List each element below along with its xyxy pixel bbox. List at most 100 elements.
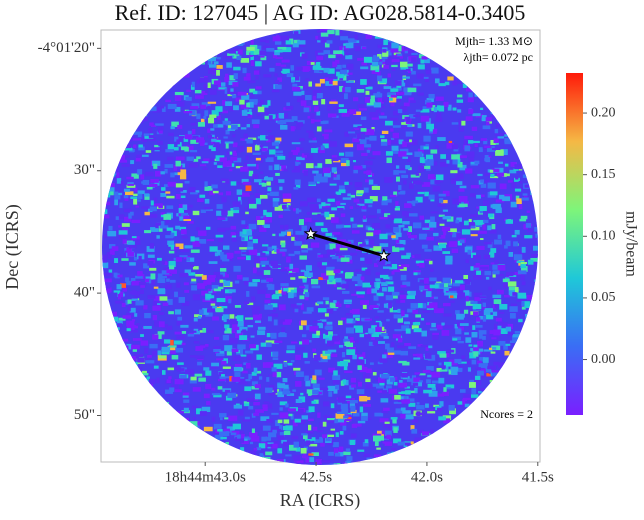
noise-speck [415,314,422,318]
noise-speck [456,294,463,299]
noise-speck [380,141,388,146]
noise-speck [206,277,216,283]
noise-speck [266,47,275,52]
noise-speck [310,278,319,285]
noise-speck [232,54,240,59]
noise-speck [263,266,271,270]
noise-speck [119,291,124,298]
noise-speck [190,192,198,195]
noise-speck [333,300,337,304]
noise-speck [449,300,455,303]
noise-speck [204,181,208,187]
noise-speck [303,352,308,358]
noise-speck [329,232,335,238]
noise-speck [236,189,243,195]
noise-speck [174,246,180,250]
noise-speck [208,275,216,278]
noise-speck [261,182,267,187]
noise-speck [379,357,388,363]
noise-speck [295,66,303,71]
noise-speck [283,168,288,172]
noise-speck [327,308,331,313]
noise-speck [228,289,236,293]
noise-speck [196,227,200,231]
noise-speck [329,78,335,84]
noise-speck [231,237,237,242]
noise-speck [176,282,181,288]
noise-speck [352,423,362,427]
noise-speck [316,126,322,132]
noise-speck [514,271,522,276]
noise-speck [385,281,394,285]
noise-speck [144,312,151,319]
noise-speck [199,140,205,146]
noise-speck [300,303,304,310]
noise-speck [211,416,216,422]
noise-speck [245,255,251,261]
noise-speck [335,201,341,206]
noise-speck [180,146,188,151]
noise-speck [404,63,413,67]
noise-speck [303,452,307,459]
noise-speck [475,324,483,328]
noise-speck [494,323,498,330]
noise-speck [278,332,287,338]
noise-speck [250,39,254,45]
noise-speck [256,144,263,148]
noise-speck [425,403,429,408]
noise-speck [143,325,152,329]
noise-speck [303,170,308,176]
noise-speck [224,324,230,329]
noise-speck [296,184,301,188]
noise-speck [255,216,261,222]
noise-speck [159,296,168,301]
noise-speck [233,150,237,157]
noise-speck [413,377,421,382]
noise-speck [179,216,183,221]
noise-speck [133,131,143,135]
noise-speck [468,344,473,347]
noise-speck [438,105,445,112]
noise-speck [282,252,286,257]
noise-speck [236,434,241,439]
noise-speck [319,319,327,322]
noise-speck [103,214,110,219]
noise-speck [482,224,486,230]
noise-speck [242,138,248,142]
noise-speck [393,110,400,116]
noise-speck [354,34,358,40]
noise-speck [230,88,234,92]
noise-speck [240,354,247,357]
noise-speck [170,279,176,283]
noise-speck [208,145,213,149]
noise-speck [384,352,393,358]
noise-speck [153,365,159,369]
noise-speck [312,426,318,431]
noise-speck [401,399,410,404]
noise-speck [397,109,403,114]
noise-speck [299,286,305,289]
noise-speck [275,56,283,59]
noise-speck [207,57,217,62]
noise-speck [121,258,129,261]
noise-speck [439,464,444,465]
noise-speck [372,56,380,62]
noise-speck [206,308,216,313]
noise-speck [342,462,348,465]
noise-speck [442,190,450,197]
noise-speck [140,174,145,180]
noise-speck [398,82,406,87]
noise-speck [424,249,432,252]
noise-speck [274,179,279,186]
noise-speck [496,172,505,177]
noise-speck [340,280,347,285]
noise-speck [470,301,478,305]
noise-speck [336,71,340,77]
noise-speck [294,236,299,241]
noise-speck [183,218,191,221]
noise-speck [492,347,497,350]
noise-speck [279,122,284,125]
noise-speck [104,466,112,471]
noise-speck [207,101,217,104]
noise-speck [143,263,150,269]
